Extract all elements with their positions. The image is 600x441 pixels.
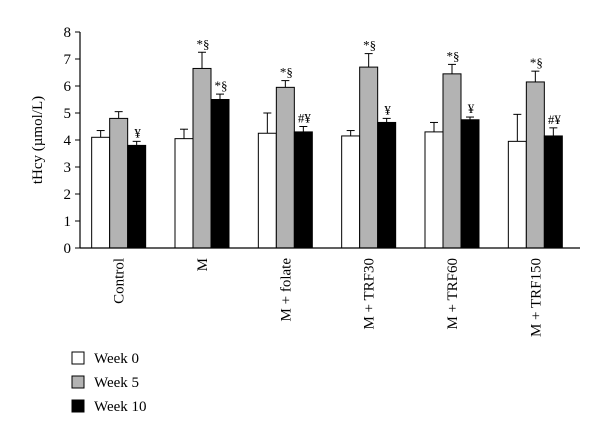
bar-week-5-3 — [359, 66, 379, 249]
bar-week-0-1 — [174, 138, 194, 249]
category-label-1: M — [195, 258, 211, 271]
bar-week-0-0 — [91, 136, 111, 249]
legend-label-1: Week 5 — [94, 375, 139, 391]
bars — [91, 66, 563, 249]
y-tick-label-4: 4 — [64, 133, 72, 149]
bar-week-0-2 — [257, 132, 277, 249]
legend: Week 0 Week 5 Week 10 — [71, 351, 147, 415]
annotation-1-4: *§ — [447, 48, 460, 63]
annotation-1-1: *§ — [197, 36, 210, 51]
error-bars — [96, 51, 558, 146]
y-tick-label-5: 5 — [64, 106, 72, 122]
category-label-4: M + TRF60 — [445, 258, 461, 330]
bar-week-5-1 — [192, 67, 212, 249]
annotation-1-5: *§ — [530, 55, 543, 70]
bar-week-5-2 — [275, 86, 295, 249]
bar-week-0-5 — [507, 140, 527, 249]
annotation-2-1: *§ — [215, 78, 228, 93]
axes — [79, 32, 580, 249]
bar-week-5-4 — [442, 73, 462, 249]
legend-swatch-1 — [71, 375, 85, 389]
legend-label-2: Week 10 — [94, 399, 147, 415]
legend-label-0: Week 0 — [94, 351, 139, 367]
annotation-2-4: ¥ — [468, 101, 475, 116]
category-label-5: M + TRF150 — [528, 258, 544, 337]
bar-week-0-3 — [341, 135, 361, 249]
bar-week-10-4 — [460, 119, 480, 249]
annotation-2-0: ¥ — [134, 125, 141, 140]
category-label-3: M + TRF30 — [362, 258, 378, 330]
annotation-1-3: *§ — [363, 38, 376, 53]
category-labels: Control M M + folate M + TRF30 M + TRF60 M + … — [112, 258, 545, 337]
bar-week-0-4 — [424, 131, 444, 249]
category-label-2: M + folate — [278, 258, 294, 322]
bar-week-10-3 — [377, 121, 397, 249]
y-tick-label-1: 1 — [64, 214, 72, 230]
annotation-2-2: #¥ — [298, 111, 312, 126]
legend-swatch-0 — [71, 351, 85, 365]
bar-week-10-5 — [543, 135, 563, 249]
y-tick-label-0: 0 — [64, 241, 72, 257]
bar-week-10-0 — [127, 144, 147, 249]
bar-week-10-2 — [293, 131, 313, 249]
annotation-2-3: ¥ — [384, 102, 391, 117]
y-tick-label-7: 7 — [64, 52, 72, 68]
y-axis-label: tHcy (µmol/L) — [30, 96, 46, 184]
legend-swatch-2 — [71, 399, 85, 413]
y-tick-label-2: 2 — [64, 187, 72, 203]
y-tick-label-8: 8 — [64, 25, 72, 41]
annotation-2-5: #¥ — [548, 112, 562, 127]
category-label-0: Control — [112, 258, 128, 304]
bar-week-10-1 — [210, 99, 230, 249]
y-tick-label-6: 6 — [64, 79, 72, 95]
y-axis-ticks: 0 1 2 3 4 5 6 7 8 — [64, 25, 80, 257]
bar-week-5-5 — [525, 81, 545, 249]
bar-week-5-0 — [109, 117, 129, 249]
y-tick-label-3: 3 — [64, 160, 72, 176]
significance-annotations: ¥ *§ *§ *§ #¥ *§ ¥ *§ ¥ *§ #¥ — [134, 36, 561, 140]
annotation-1-2: *§ — [280, 65, 293, 80]
